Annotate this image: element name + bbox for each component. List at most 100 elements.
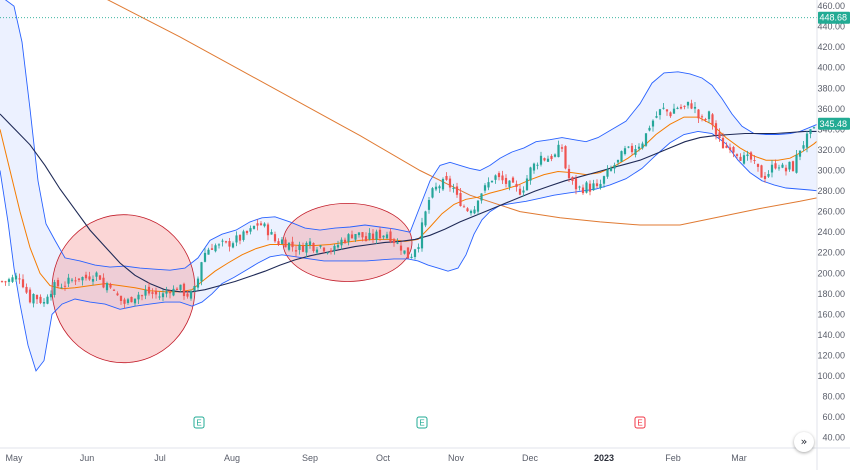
candle <box>532 162 536 174</box>
candle <box>270 229 273 235</box>
candle <box>266 222 270 241</box>
candle <box>53 279 56 298</box>
candle-body <box>546 158 550 162</box>
price-axis[interactable] <box>817 0 850 470</box>
y-tick-label: 80.00 <box>822 392 845 402</box>
candle-body <box>760 165 763 178</box>
candle <box>784 164 788 176</box>
candle <box>28 287 32 304</box>
candle-body <box>518 188 522 195</box>
long-moving-average-line <box>107 0 821 226</box>
candle <box>560 144 564 153</box>
candle-body <box>249 228 252 232</box>
candle-body <box>298 244 301 250</box>
candle-body <box>452 187 455 189</box>
candle <box>574 175 578 195</box>
candle <box>221 238 224 247</box>
candle-body <box>14 275 18 280</box>
scroll-to-realtime-button[interactable]: » <box>794 432 814 452</box>
candle <box>70 278 74 283</box>
candle <box>511 176 515 183</box>
candle <box>525 175 529 191</box>
candle-body <box>140 295 144 297</box>
candle-body <box>571 176 574 181</box>
candle-body <box>161 293 165 298</box>
candle <box>655 111 658 119</box>
candle <box>760 164 763 178</box>
y-tick-label: 100.00 <box>817 371 845 381</box>
candle-body <box>791 161 795 172</box>
candle <box>578 185 581 191</box>
candle <box>7 277 11 286</box>
candle-body <box>147 286 151 294</box>
candle <box>25 283 28 295</box>
candle-body <box>476 200 480 212</box>
earnings-marker-2[interactable] <box>416 416 428 429</box>
x-tick-label: Feb <box>665 453 681 463</box>
candle <box>441 177 445 191</box>
candle <box>742 151 746 165</box>
candle-body <box>529 167 532 181</box>
candle <box>651 119 655 132</box>
candle <box>312 242 315 253</box>
candle-body <box>812 127 816 129</box>
candle <box>406 247 410 259</box>
candle-body <box>490 180 494 183</box>
candle-body <box>154 290 158 295</box>
candle-body <box>347 234 350 242</box>
candle-body <box>0 281 4 283</box>
candle <box>781 162 784 169</box>
candle-body <box>592 183 595 191</box>
candle <box>431 186 434 199</box>
candle <box>340 237 343 250</box>
earnings-marker-1[interactable] <box>193 416 205 429</box>
candle <box>504 174 508 188</box>
candle <box>95 271 98 281</box>
candle-body <box>256 223 259 226</box>
earnings-marker-3[interactable] <box>634 416 646 429</box>
candle <box>487 177 490 191</box>
candle <box>546 155 550 162</box>
candle-body <box>676 107 679 109</box>
candle <box>469 209 473 216</box>
candle-body <box>123 299 126 304</box>
candle <box>413 248 417 260</box>
candle <box>420 217 424 252</box>
candle <box>130 296 133 303</box>
candle <box>326 251 329 255</box>
candle-body <box>378 229 382 239</box>
candle <box>396 238 399 245</box>
candle-body <box>536 164 539 166</box>
candle <box>777 164 781 171</box>
candle-body <box>802 145 805 149</box>
candle <box>287 242 291 252</box>
candle <box>32 293 35 308</box>
candle-body <box>497 173 501 178</box>
candle-body <box>438 186 441 189</box>
candle-body <box>469 210 473 214</box>
candle <box>438 184 441 193</box>
candle-body <box>679 106 683 109</box>
candle <box>322 246 326 254</box>
candle <box>88 271 91 281</box>
earnings-marker-label: E <box>637 419 642 428</box>
candle <box>718 128 721 142</box>
candle <box>571 176 574 185</box>
candle <box>343 237 347 245</box>
candle-body <box>714 123 718 135</box>
candle <box>606 165 609 179</box>
candle <box>480 193 483 204</box>
candle <box>809 129 812 139</box>
candle-body <box>105 283 109 291</box>
candle <box>707 110 711 123</box>
candle-body <box>305 242 308 253</box>
candle-body <box>28 289 32 303</box>
candle <box>637 143 641 152</box>
candle <box>112 288 116 291</box>
candle <box>427 197 431 214</box>
candle-body <box>567 168 571 179</box>
candle-body <box>700 116 704 118</box>
candle <box>126 297 130 305</box>
